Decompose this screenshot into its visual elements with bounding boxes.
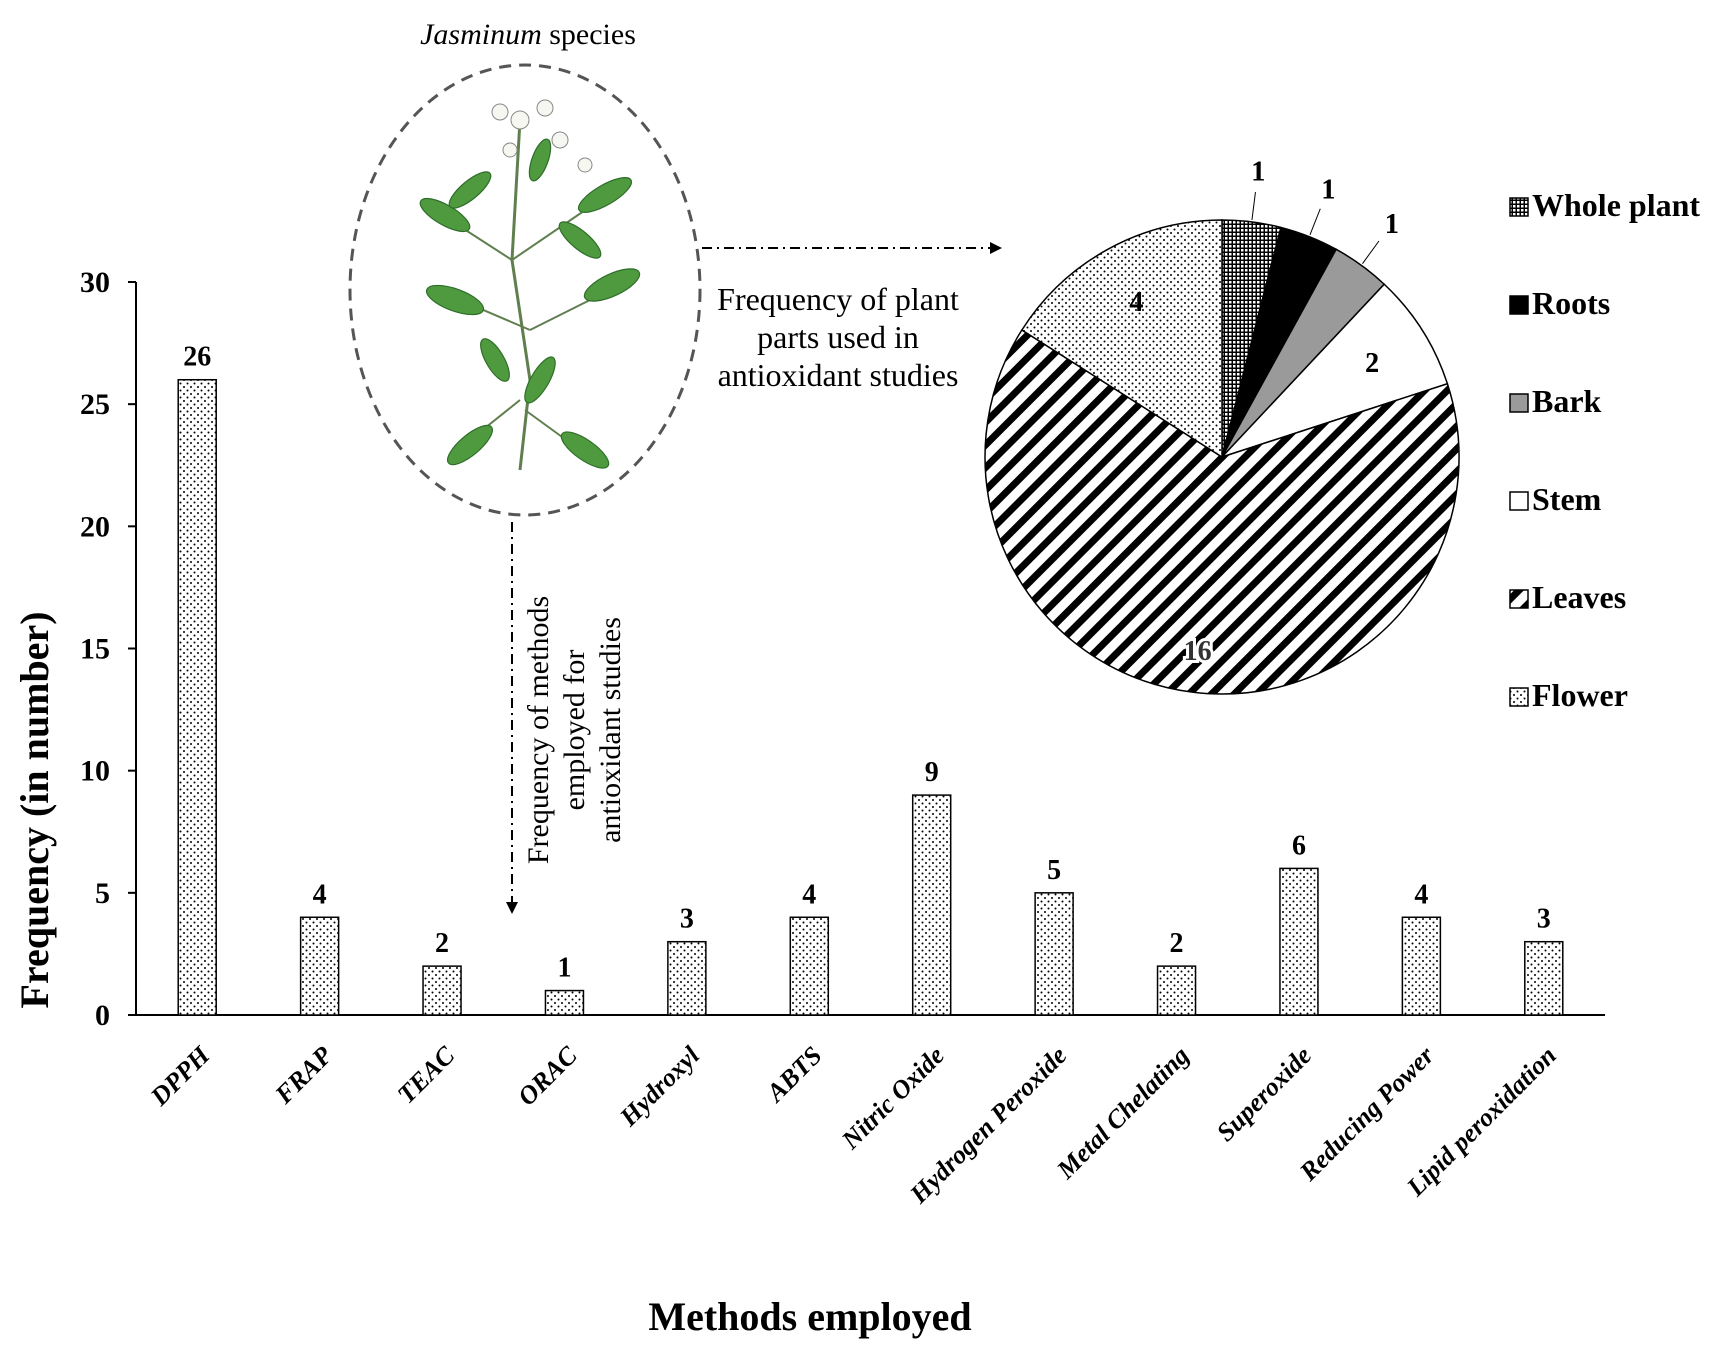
pie-value-label: 1: [1321, 174, 1335, 205]
methods-annotation-line: antioxidant studies: [594, 617, 627, 843]
x-tick-label: TEAC: [392, 1040, 461, 1109]
pie-leader-line: [1362, 240, 1380, 264]
x-axis-label: Methods employed: [648, 1294, 971, 1339]
x-tick-label: Metal Chelating: [1050, 1041, 1194, 1185]
bar-value-label: 4: [802, 879, 816, 910]
plant-parts-annotation-line: Frequency of plant: [717, 281, 959, 317]
y-tick-label: 25: [80, 388, 110, 421]
bar-lipid-peroxidation: [1524, 940, 1564, 1016]
pie-value-label-bg: 2: [1365, 348, 1379, 379]
bar-teac: [422, 965, 462, 1016]
bar-value-label: 4: [1414, 879, 1428, 910]
legend-swatch: [1509, 491, 1529, 511]
legend-label: Leaves: [1532, 579, 1626, 615]
x-tick-label: Nitric Oxide: [835, 1041, 950, 1156]
bar-value-label: 6: [1292, 830, 1306, 861]
legend-label: Roots: [1532, 285, 1610, 321]
pie-leader-line: [1309, 208, 1321, 235]
x-tick-label: ORAC: [512, 1040, 583, 1111]
plant-parts-arrow: [702, 242, 1002, 254]
y-tick-label: 20: [80, 510, 110, 543]
y-tick-label: 15: [80, 633, 110, 666]
bar-frap: [299, 916, 340, 1016]
pie-slice-stem: [1221, 283, 1449, 458]
bar-superoxide: [1279, 867, 1319, 1016]
pie-value-label-bg: 1: [1251, 156, 1265, 187]
illustration-title: Jasminum species: [420, 18, 636, 51]
bar-abts: [789, 916, 830, 1016]
pie-value-label: 4: [1129, 287, 1143, 318]
bar-value-label: 26: [183, 342, 211, 373]
pie-value-label: 16: [1184, 636, 1212, 667]
bar-value-label: 4: [313, 879, 327, 910]
x-tick-label: Hydroxyl: [613, 1040, 705, 1132]
bar-reducing-power: [1401, 916, 1442, 1016]
bar-series: [177, 378, 1564, 1016]
methods-arrow: [506, 522, 518, 914]
x-tick-label: Superoxide: [1211, 1041, 1317, 1147]
bar-nitric-oxide: [911, 794, 952, 1016]
pie-value-label: 1: [1385, 209, 1399, 240]
pie-value-label-bg: 16: [1184, 636, 1212, 667]
jasmine-plant-icon: [419, 99, 641, 471]
bar-value-label: 2: [435, 928, 449, 959]
y-tick-label: 0: [95, 999, 110, 1032]
bar-value-label: 3: [680, 904, 694, 935]
bar-value-label: 1: [557, 953, 571, 984]
bar-orac: [544, 989, 585, 1016]
y-tick-label: 5: [95, 877, 110, 910]
x-tick-label: ABTS: [760, 1041, 828, 1109]
bar-hydroxyl: [667, 940, 707, 1016]
pie-leader-line: [1251, 192, 1256, 220]
x-tick-label: DPPH: [144, 1040, 216, 1112]
legend-swatch: [1509, 589, 1529, 609]
jasmine-illustration: Jasminum species: [348, 18, 1002, 517]
plant-parts-annotation-line: antioxidant studies: [718, 357, 959, 393]
bar-dpph: [177, 378, 217, 1016]
legend-swatch: [1509, 687, 1529, 707]
x-tick-label: FRAP: [269, 1040, 339, 1110]
bar-hydrogen-peroxide: [1034, 892, 1074, 1016]
y-axis-label: Frequency (in number): [12, 611, 57, 1008]
methods-annotation-line: employed for: [558, 650, 591, 811]
pie-legend: Whole plant Roots Bark Stem Leaves Flower: [1509, 187, 1700, 713]
legend-label: Whole plant: [1532, 187, 1700, 223]
bar-value-label: 3: [1537, 904, 1551, 935]
pie-value-label-bg: 1: [1385, 209, 1399, 240]
pie-value-label-bg: 1: [1321, 174, 1335, 205]
y-tick-label: 10: [80, 755, 110, 788]
bar-value-label: 5: [1047, 855, 1061, 886]
legend-label: Bark: [1532, 383, 1602, 419]
pie-value-label: 2: [1365, 348, 1379, 379]
methods-annotation-line: Frequency of methods: [522, 596, 555, 864]
legend-swatch: [1509, 393, 1529, 413]
legend-swatch: [1509, 197, 1529, 217]
pie-value-label: 1: [1251, 156, 1265, 187]
bar-value-label: 9: [925, 757, 939, 788]
legend-label: Stem: [1532, 481, 1602, 517]
plant-parts-annotation-line: parts used in: [757, 319, 919, 355]
y-tick-label: 30: [80, 266, 110, 299]
bar-metal-chelating: [1156, 965, 1197, 1016]
pie-value-label-bg: 4: [1129, 287, 1143, 318]
legend-swatch: [1509, 295, 1529, 315]
pie-slice-flower: [1020, 219, 1223, 459]
illustration-circle: [348, 63, 702, 517]
y-axis-ticks: 0 5 10 15 20 25 30: [80, 266, 136, 1032]
methods-annotation: Frequency of methods employed for antioxid…: [522, 596, 627, 864]
pie-slice-leaves: [984, 328, 1460, 695]
x-axis-tick-labels: DPPH FRAP TEAC ORAC Hydroxyl ABTS Nitric Oxide…: [144, 1040, 1562, 1210]
bar-value-label: 2: [1170, 928, 1184, 959]
legend-label: Flower: [1532, 677, 1628, 713]
pie-slices: [984, 219, 1460, 695]
